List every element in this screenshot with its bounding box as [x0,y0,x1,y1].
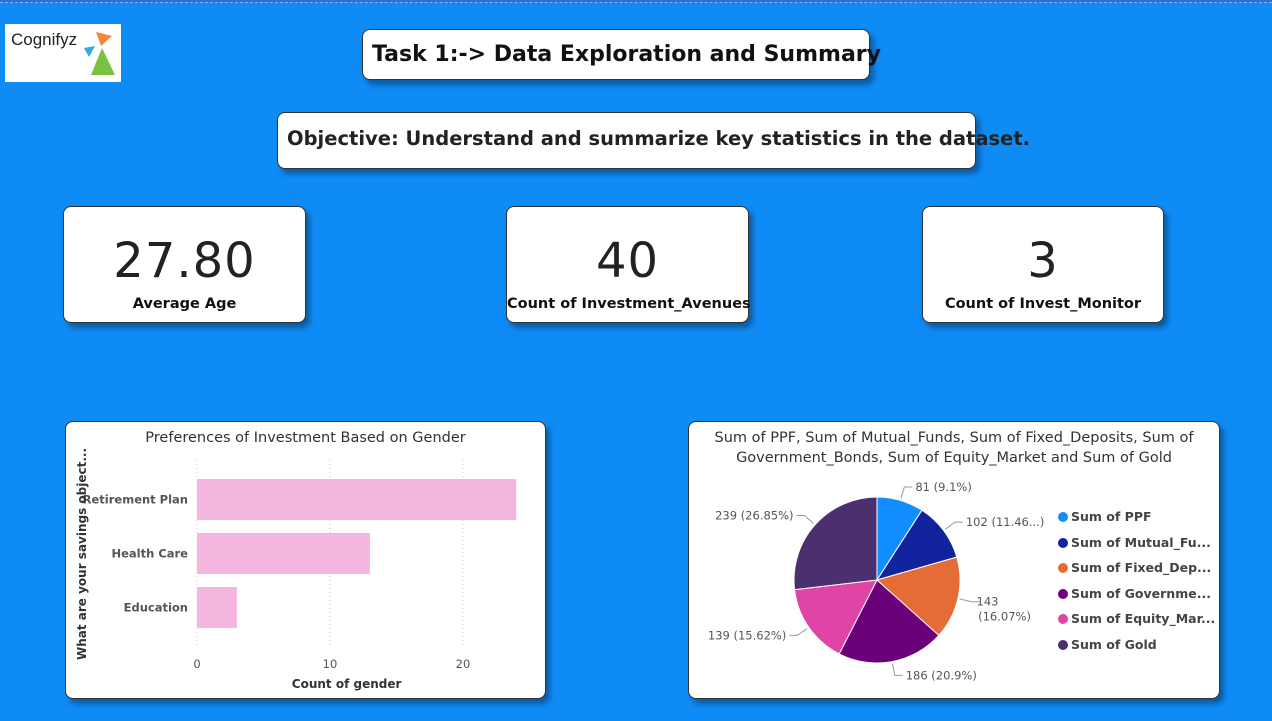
legend-label: Sum of Gold [1071,636,1157,652]
logo-mark-icon [84,32,115,75]
kpi-label: Average Age [132,296,237,312]
pie-data-label: 143 [977,595,999,609]
pie-legend-item[interactable]: Sum of Fixed_Dep... [1058,560,1211,576]
legend-label: Sum of Fixed_Dep... [1071,560,1212,575]
bar-x-axis-label: Count of gender [292,677,402,691]
bar-x-tick: 10 [323,657,338,671]
kpi-card-average-age[interactable]: 27.80 Average Age [63,206,306,323]
pie-legend-item[interactable]: Sum of Gold [1058,637,1157,653]
legend-label: Sum of Governme... [1071,585,1211,601]
logo [5,24,121,82]
legend-label: Sum of PPF [1071,509,1152,524]
kpi-label: Count of Invest_Monitor [944,296,1142,312]
bar-y-axis-label: What are your savings object... [75,448,89,660]
pie-legend-item[interactable]: Sum of Governme... [1058,586,1211,602]
bar-education [197,587,237,628]
top-border [0,0,1272,3]
legend-swatch [1058,537,1068,548]
bar-chart-svg: 0 10 20 Retirement Plan Health Care Education… [75,448,517,691]
bar-category-label: Education [124,601,188,615]
pie-data-label: 186 (20.9%) [906,668,977,682]
legend-swatch [1058,639,1068,650]
pie-slice [794,579,878,655]
pie-chart-svg: 81 (9.1%) 102 (11.46...) 143(16.07%) 186 (2… [708,480,1044,682]
pie-slice [875,556,961,637]
legend-swatch [1058,588,1068,599]
legend-swatch [1058,563,1068,573]
pie-data-label: 239 (26.85%) [715,509,793,523]
pie-legend-item[interactable]: Sum of Mutual_Fu... [1058,535,1211,551]
pie-leader-line [789,628,808,636]
logo-text: Cognifyz [11,30,78,49]
pie-data-label: 102 (11.46...) [966,515,1044,529]
pie-legend-item[interactable]: Sum of PPF [1058,509,1152,525]
pie-data-label: 81 (9.1%) [915,480,971,494]
objective-card: Objective: Understand and summarize key … [277,112,1030,169]
legend-label: Sum of Equity_Mar... [1071,611,1216,626]
bar-category-label: Retirement Plan [83,493,188,507]
kpi-value: 40 [595,233,660,289]
pie-chart-title: Sum of PPF, Sum of Mutual_Funds, Sum of … [714,430,1194,466]
pie-leader-line [900,486,913,499]
kpi-card-investment-avenues[interactable]: 40 Count of Investment_Avenues [506,206,751,323]
kpi-card-invest-monitor[interactable]: 3 Count of Invest_Monitor [922,206,1164,323]
pie-slice [838,579,940,664]
pie-leader-line [892,663,903,676]
objective-text: Objective: Understand and summarize key … [287,127,1031,150]
kpi-label: Count of Investment_Avenues [507,296,751,312]
bar-chart-title: Preferences of Investment Based on Gende… [145,430,466,446]
bar-health-care [197,533,370,574]
bar-chart-card[interactable]: Preferences of Investment Based on Gende… [65,421,546,699]
pie-data-label: (16.07%) [978,610,1031,624]
bar-category-label: Health Care [112,547,189,561]
bar-x-tick: 0 [193,657,200,671]
pie-slice [793,496,878,591]
pie-data-label: 139 (15.62%) [708,628,786,642]
pie-leader-line [944,521,963,530]
title-card: Task 1:-> Data Exploration and Summary [362,29,881,80]
kpi-value: 3 [1027,233,1059,289]
bar-x-tick: 20 [456,657,471,671]
legend-label: Sum of Mutual_Fu... [1071,534,1211,550]
pie-chart-card[interactable]: Sum of PPF, Sum of Mutual_Funds, Sum of … [688,421,1220,699]
page-title: Task 1:-> Data Exploration and Summary [372,42,881,67]
bar-retirement-plan [197,479,517,520]
pie-legend-item[interactable]: Sum of Equity_Mar... [1058,611,1215,627]
legend-swatch [1058,512,1068,522]
legend-swatch [1058,614,1068,624]
kpi-value: 27.80 [113,233,256,289]
pie-leader-line [796,515,814,524]
pie-leader-line [959,598,980,603]
